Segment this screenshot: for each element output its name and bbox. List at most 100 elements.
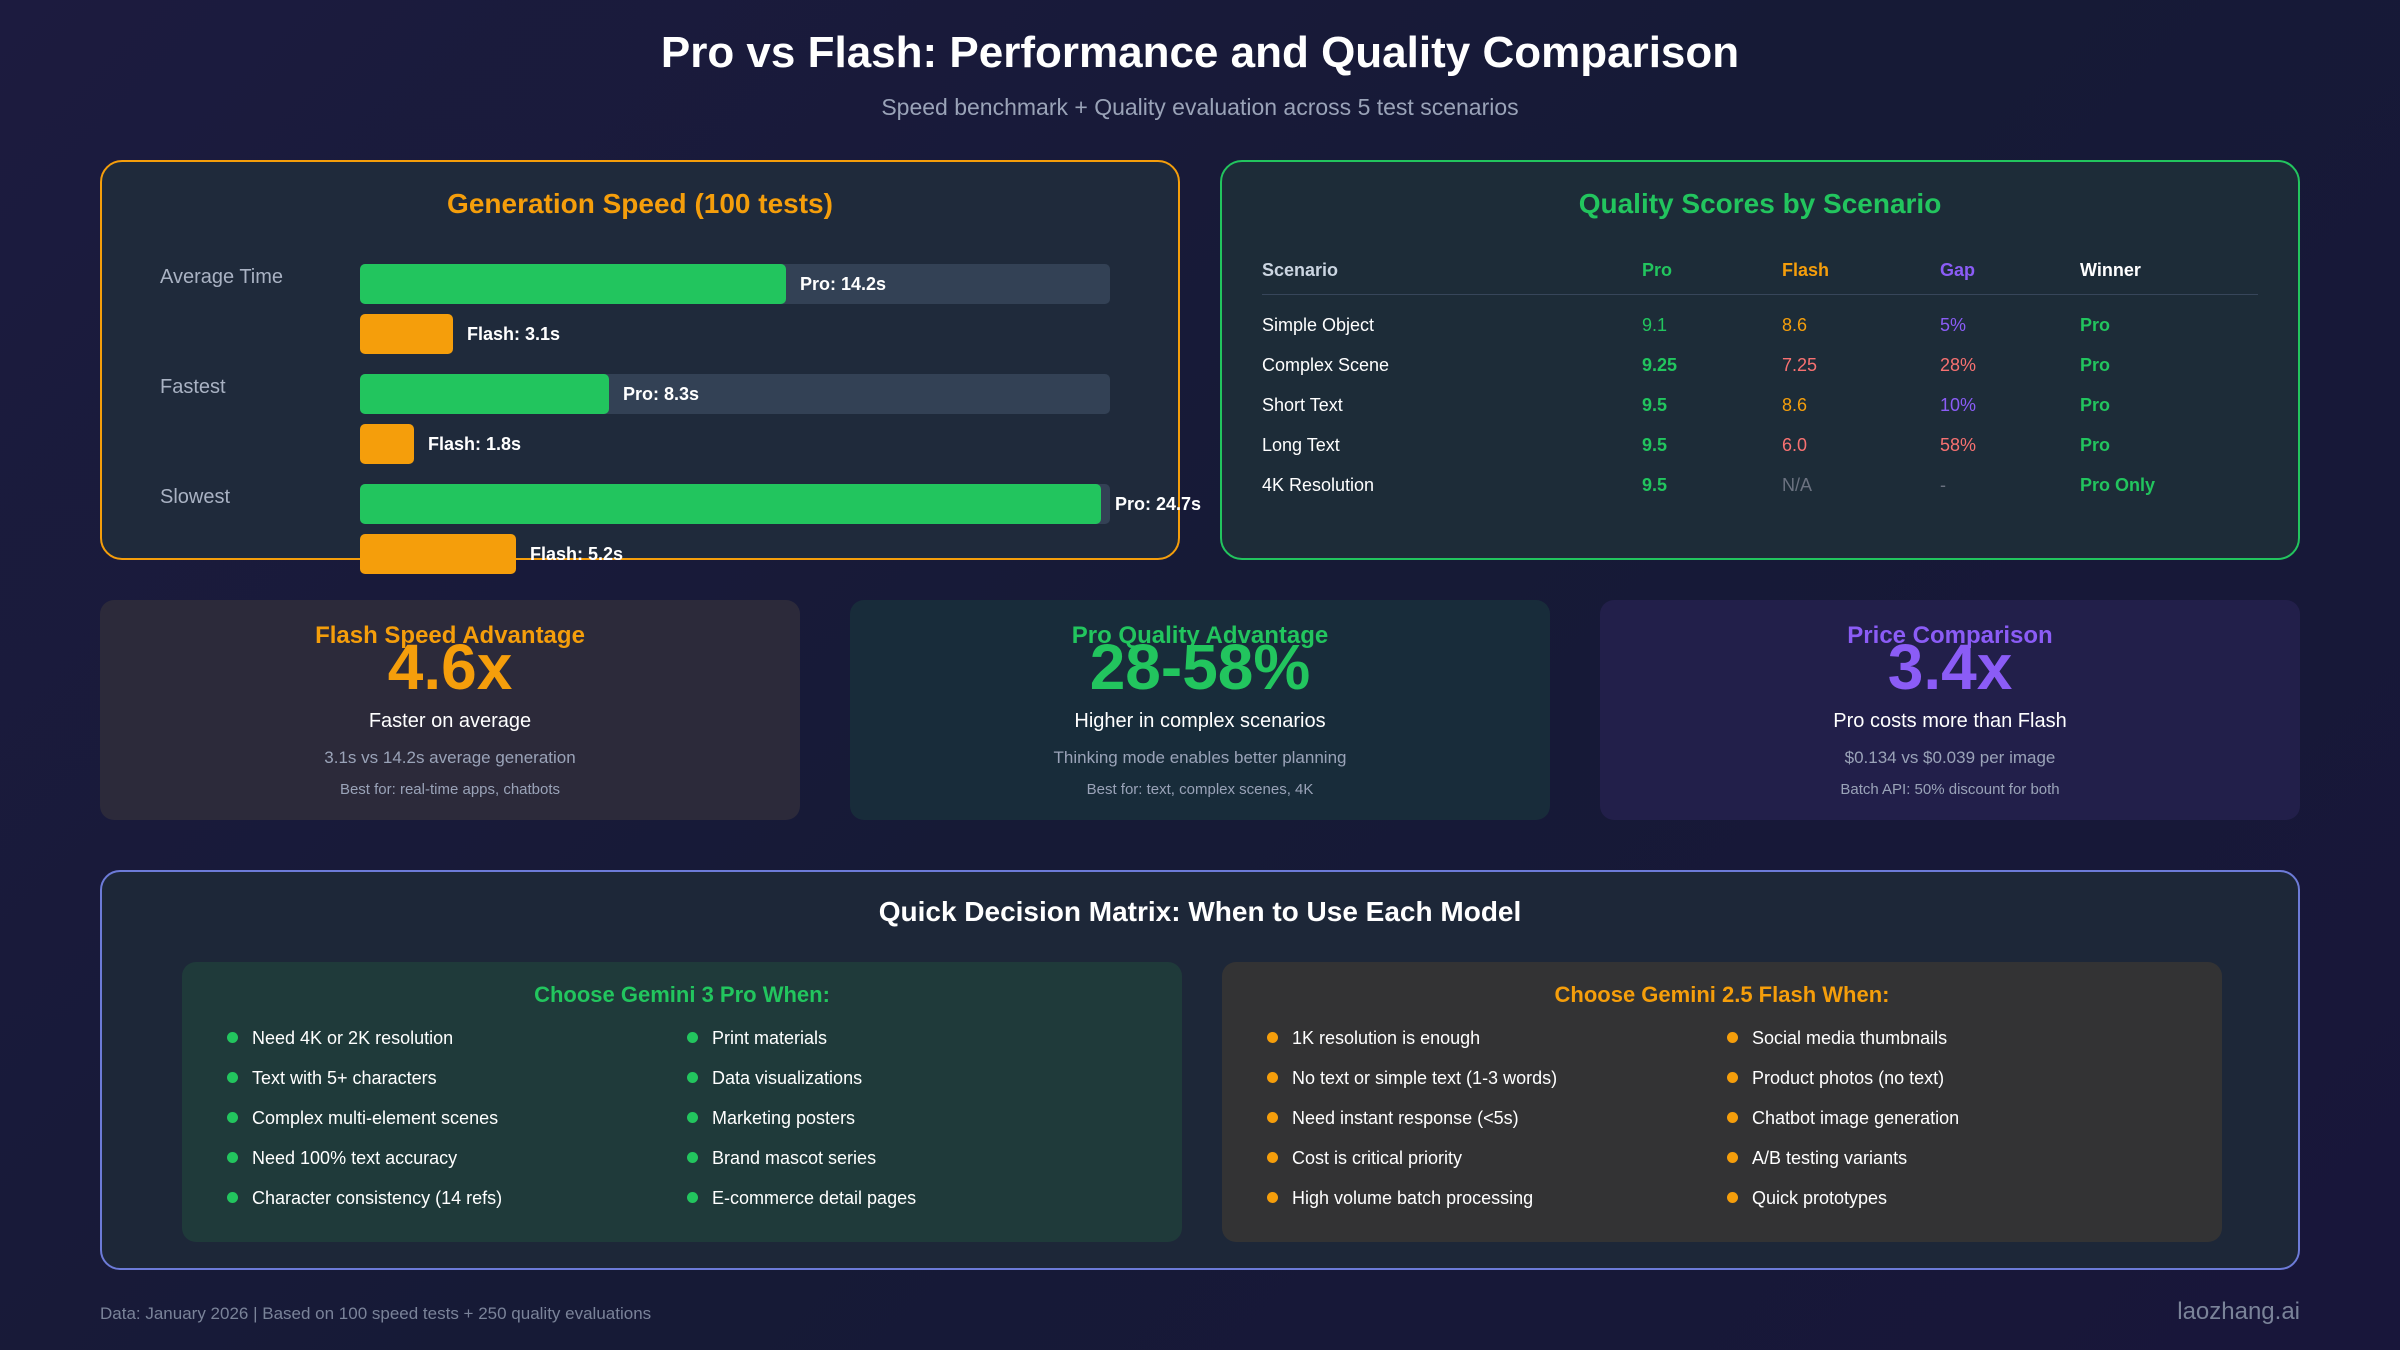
table-cell: Pro <box>2080 315 2111 335</box>
choice-item-text: Character consistency (14 refs) <box>252 1188 503 1208</box>
choice-item-text: A/B testing variants <box>1752 1148 1908 1168</box>
card-detail: Thinking mode enables better planning <box>1053 748 1347 767</box>
choice-item-text: 1K resolution is enough <box>1292 1028 1481 1048</box>
table-cell: 28% <box>1940 355 1977 375</box>
choice-list-item: Marketing posters <box>687 1108 855 1129</box>
choice-list-item: Product photos (no text) <box>1727 1068 1944 1089</box>
card-detail: 3.1s vs 14.2s average generation <box>324 748 576 767</box>
choice-list-item: High volume batch processing <box>1267 1188 1533 1209</box>
bullet-dot-icon <box>687 1191 698 1203</box>
card-detail: $0.134 vs $0.039 per image <box>1844 748 2056 767</box>
bullet-dot-icon <box>1727 1151 1738 1163</box>
choice-list-item: Complex multi-element scenes <box>227 1108 498 1129</box>
table-row: Simple Object 9.1 8.6 5% Pro <box>1222 315 2298 343</box>
choice-item-text: Quick prototypes <box>1752 1188 1888 1208</box>
choice-list-item: Character consistency (14 refs) <box>227 1188 502 1209</box>
choice-list-item: Need 4K or 2K resolution <box>227 1028 453 1049</box>
flash-speed-card: 4.6x Flash Speed Advantage Faster on ave… <box>100 600 800 820</box>
choice-item-text: Need 4K or 2K resolution <box>252 1028 454 1048</box>
card-big-value: 28-58% <box>1089 631 1311 703</box>
table-cell: Long Text <box>1262 435 1340 455</box>
table-row: 4K Resolution 9.5 N/A - Pro Only <box>1222 475 2298 503</box>
page-subtitle: Speed benchmark + Quality evaluation acr… <box>881 94 1519 120</box>
bullet-dot-icon <box>687 1151 698 1163</box>
card-title: Pro Quality Advantage <box>1071 622 1329 649</box>
table-header-cell: Flash <box>1782 260 1830 280</box>
table-row: Short Text 9.5 8.6 10% Pro <box>1222 395 2298 423</box>
table-cell: 9.5 <box>1642 475 1668 495</box>
pro-quality-card: 28-58% Pro Quality Advantage Higher in c… <box>850 600 1550 820</box>
bullet-dot-icon <box>687 1031 698 1043</box>
choice-list-item: A/B testing variants <box>1727 1148 1907 1169</box>
card-description: Higher in complex scenarios <box>1074 710 1326 732</box>
choice-item-text: High volume batch processing <box>1292 1188 1534 1208</box>
pro-choice-title: Choose Gemini 3 Pro When: <box>534 982 830 1007</box>
choice-item-text: Complex multi-element scenes <box>252 1108 499 1128</box>
table-cell: - <box>1940 475 1946 495</box>
choice-list-item: Data visualizations <box>687 1068 862 1089</box>
bullet-dot-icon <box>227 1031 238 1043</box>
table-cell: 58% <box>1940 435 1977 455</box>
choice-item-text: Social media thumbnails <box>1752 1028 1948 1048</box>
choice-item-text: Data visualizations <box>712 1068 863 1088</box>
bullet-dot-icon <box>1267 1191 1278 1203</box>
speed-category-label: Average Time <box>160 266 284 288</box>
choice-list-item: Print materials <box>687 1028 827 1049</box>
choice-list-item: Need instant response (<5s) <box>1267 1108 1519 1129</box>
flash-speed-label: Flash: 3.1s <box>467 324 561 344</box>
footer-note: Data: January 2026 | Based on 100 speed … <box>100 1304 652 1323</box>
bullet-dot-icon <box>227 1151 238 1163</box>
decision-matrix-panel: Quick Decision Matrix: When to Use Each … <box>100 870 2300 1270</box>
card-best-for: Batch API: 50% discount for both <box>1840 781 2060 798</box>
pro-choice-box: Choose Gemini 3 Pro When: Need 4K or 2K … <box>182 962 1182 1242</box>
table-cell: 9.5 <box>1642 395 1668 415</box>
card-big-value: 4.6x <box>387 631 513 703</box>
flash-speed-bar <box>360 534 516 574</box>
table-cell: Simple Object <box>1262 315 1375 335</box>
decision-matrix-title: Quick Decision Matrix: When to Use Each … <box>878 896 1522 927</box>
table-row: Complex Scene 9.25 7.25 28% Pro <box>1222 355 2298 383</box>
bullet-dot-icon <box>1267 1031 1278 1043</box>
choice-list-item: Brand mascot series <box>687 1148 876 1169</box>
choice-item-text: Chatbot image generation <box>1752 1108 1960 1128</box>
page-title: Pro vs Flash: Performance and Quality Co… <box>660 28 1740 77</box>
choice-list-item: Cost is critical priority <box>1267 1148 1462 1169</box>
card-big-value: 3.4x <box>1887 631 2013 703</box>
choice-item-text: Need instant response (<5s) <box>1292 1108 1519 1128</box>
table-row: Long Text 9.5 6.0 58% Pro <box>1222 435 2298 463</box>
table-cell: 4K Resolution <box>1262 475 1375 495</box>
table-cell: 8.6 <box>1782 315 1808 335</box>
quality-table-title: Quality Scores by Scenario <box>1578 188 1942 219</box>
card-best-for: Best for: real-time apps, chatbots <box>339 781 561 798</box>
choice-list-item: Text with 5+ characters <box>227 1068 437 1089</box>
table-cell: 7.25 <box>1782 355 1818 375</box>
pro-speed-bar <box>360 374 609 414</box>
bullet-dot-icon <box>687 1071 698 1083</box>
card-best-for: Best for: text, complex scenes, 4K <box>1086 781 1314 798</box>
bullet-dot-icon <box>1267 1111 1278 1123</box>
flash-speed-label: Flash: 1.8s <box>428 434 522 454</box>
table-cell: Pro <box>2080 435 2111 455</box>
choice-list-item: E-commerce detail pages <box>687 1188 916 1209</box>
table-cell: 10% <box>1940 395 1977 415</box>
bullet-dot-icon <box>1727 1191 1738 1203</box>
card-description: Faster on average <box>368 710 532 732</box>
bullet-dot-icon <box>1727 1031 1738 1043</box>
card-description: Pro costs more than Flash <box>1833 710 2067 732</box>
bullet-dot-icon <box>687 1111 698 1123</box>
flash-choice-title: Choose Gemini 2.5 Flash When: <box>1554 982 1890 1007</box>
choice-list-item: 1K resolution is enough <box>1267 1028 1480 1049</box>
table-header-cell: Winner <box>2080 260 2141 280</box>
speed-panel: Generation Speed (100 tests) Average Tim… <box>100 160 1201 574</box>
flash-choice-box: Choose Gemini 2.5 Flash When: 1K resolut… <box>1222 962 2222 1242</box>
bullet-dot-icon <box>1727 1071 1738 1083</box>
price-comparison-card: 3.4x Price Comparison Pro costs more tha… <box>1600 600 2300 820</box>
choice-list-item: Social media thumbnails <box>1727 1028 1947 1049</box>
pro-speed-label: Pro: 8.3s <box>623 384 700 404</box>
choice-item-text: Cost is critical priority <box>1292 1148 1463 1168</box>
bullet-dot-icon <box>227 1191 238 1203</box>
table-header-cell: Pro <box>1642 260 1673 280</box>
flash-speed-label: Flash: 5.2s <box>530 544 624 564</box>
bullet-dot-icon <box>227 1111 238 1123</box>
speed-category-label: Fastest <box>160 376 226 398</box>
